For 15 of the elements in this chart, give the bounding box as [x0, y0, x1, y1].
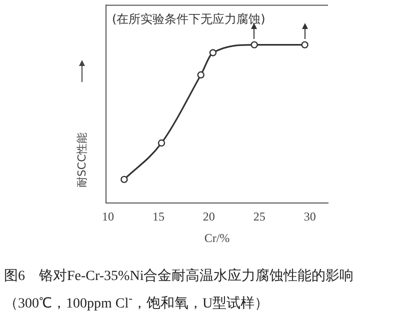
y-axis-title: 耐SCC性能 — [74, 132, 90, 188]
x-axis-title: Cr/% — [204, 230, 230, 245]
point — [301, 41, 308, 48]
text: (在所实验条件下无应力腐蚀) — [112, 11, 266, 28]
point — [120, 176, 128, 184]
x-tick-label: 20 — [202, 210, 215, 224]
point — [250, 41, 258, 48]
x-tick-label: 30 — [304, 210, 316, 224]
x-tick-label: 25 — [253, 210, 266, 224]
x-tick-label: 10 — [102, 210, 114, 224]
point — [209, 49, 217, 56]
point — [158, 139, 166, 147]
x-tick-label: 15 — [152, 210, 164, 224]
point — [197, 71, 204, 78]
text: 图6 铬对Fe-Cr-35%Ni合金耐高温水应力腐蚀性能的影响（300℃，100ppm Cl$^{-}$，饱和氧，U型试样） — [4, 267, 355, 314]
